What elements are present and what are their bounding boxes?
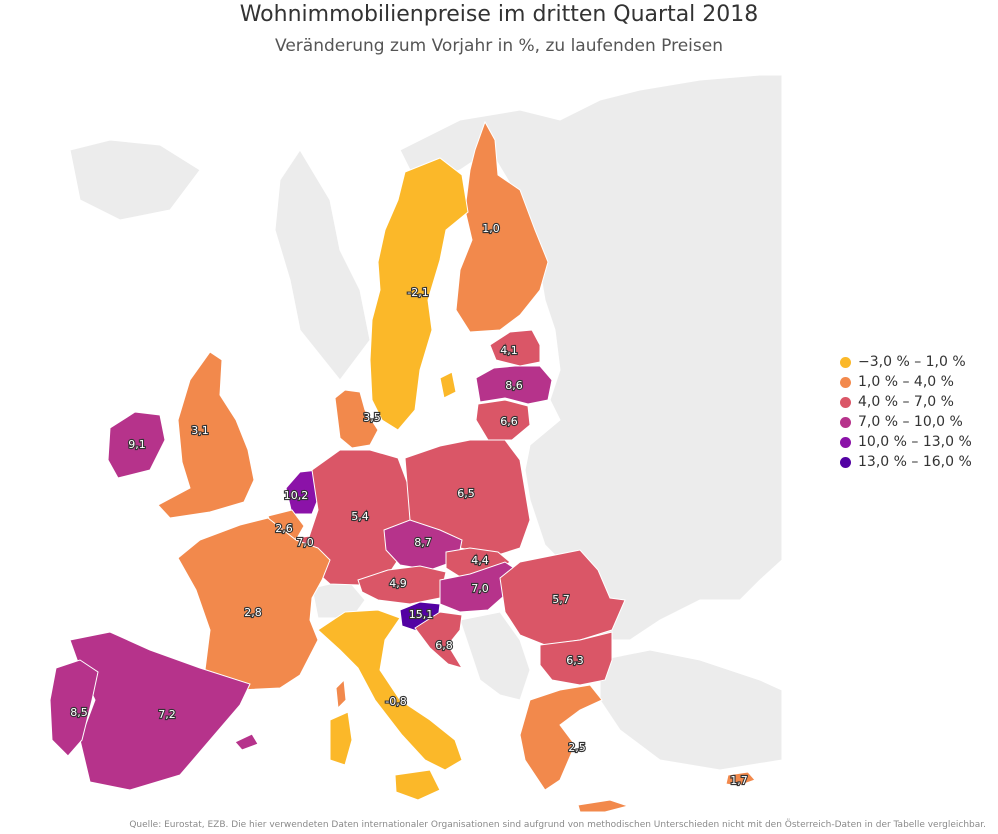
label-united-kingdom: 3,1 [191,424,209,437]
label-romania: 5,7 [552,593,570,606]
norway-shape [274,149,371,381]
region-labels: 1,0 -2,1 4,1 8,6 6,6 3,5 9,1 3,1 10,2 2,… [69,221,749,788]
iceland-shape [69,139,201,221]
balkans-shape [459,611,531,701]
region-cyprus [725,771,756,787]
region-greece [519,684,603,791]
legend-label: 7,0 % – 10,0 % [858,414,963,430]
eu-countries [49,120,756,813]
region-spain-balearic [234,733,259,751]
legend-item[interactable]: −3,0 % – 1,0 % [840,352,972,372]
region-ireland [107,411,166,479]
region-italy [317,609,463,771]
label-germany: 5,4 [351,510,369,523]
legend-swatch [840,436,851,448]
label-luxembourg: 7,0 [296,536,314,549]
region-greece-crete [577,799,630,813]
legend-swatch [840,396,851,408]
label-slovenia: 15,1 [409,608,434,621]
label-greece: 2,5 [568,741,586,754]
label-netherlands: 10,2 [284,489,309,502]
region-bulgaria [539,631,613,686]
region-lithuania [475,399,531,441]
label-italy: -0,8 [385,695,406,708]
legend-item[interactable]: 1,0 % – 4,0 % [840,372,972,392]
label-spain: 7,2 [158,708,176,721]
label-finland: 1,0 [482,222,500,235]
legend-item[interactable]: 7,0 % – 10,0 % [840,412,972,432]
region-latvia [489,329,541,367]
map-title: Wohnimmobilienpreise im dritten Quartal … [239,2,759,27]
label-belgium: 2,6 [275,522,293,535]
legend-label: −3,0 % – 1,0 % [858,354,966,370]
region-estonia-small [439,371,457,399]
region-france [177,517,331,691]
legend-item[interactable]: 4,0 % – 7,0 % [840,392,972,412]
label-hungary: 7,0 [471,582,489,595]
map-subtitle: Veränderung zum Vorjahr in %, zu laufend… [275,36,723,56]
label-france: 2,8 [244,606,262,619]
region-romania [499,549,626,646]
legend-swatch [840,416,851,428]
label-lithuania-north: 8,6 [505,379,523,392]
region-italy-sardinia [329,711,353,766]
region-spain [69,631,251,791]
legend-swatch [840,456,851,468]
region-finland [455,120,549,333]
label-bulgaria: 6,3 [566,654,584,667]
label-czechia: 8,7 [414,536,432,549]
legend-swatch [840,356,851,368]
label-lithuania: 6,6 [500,415,518,428]
legend-label: 13,0 % – 16,0 % [858,454,972,470]
label-denmark: 3,5 [363,411,381,424]
region-sweden [369,157,469,431]
turkey-shape [599,649,783,771]
label-croatia: 6,8 [435,639,453,652]
region-united-kingdom [157,351,255,519]
legend-item[interactable]: 10,0 % – 13,0 % [840,432,972,452]
region-france-corsica [335,678,347,710]
region-lithuania-north [475,365,553,405]
region-denmark [334,389,379,449]
background-land [69,74,783,771]
label-slovakia: 4,4 [471,554,489,567]
legend-label: 1,0 % – 4,0 % [858,374,954,390]
label-austria: 4,9 [389,577,407,590]
legend-item[interactable]: 13,0 % – 16,0 % [840,452,972,472]
legend-label: 10,0 % – 13,0 % [858,434,972,450]
label-cyprus: 1,7 [730,774,748,787]
label-poland: 6,5 [457,487,475,500]
region-italy-sicily [394,769,441,801]
label-latvia: 4,1 [500,344,518,357]
label-portugal: 8,5 [70,706,88,719]
region-portugal [49,659,99,757]
legend-swatch [840,376,851,388]
map-legend: −3,0 % – 1,0 % 1,0 % – 4,0 % 4,0 % – 7,0… [840,352,972,472]
legend-label: 4,0 % – 7,0 % [858,394,954,410]
region-croatia [414,611,464,669]
source-note: Quelle: Eurostat, EZB. Die hier verwende… [129,820,986,830]
label-ireland: 9,1 [128,438,146,451]
label-sweden: -2,1 [407,286,428,299]
